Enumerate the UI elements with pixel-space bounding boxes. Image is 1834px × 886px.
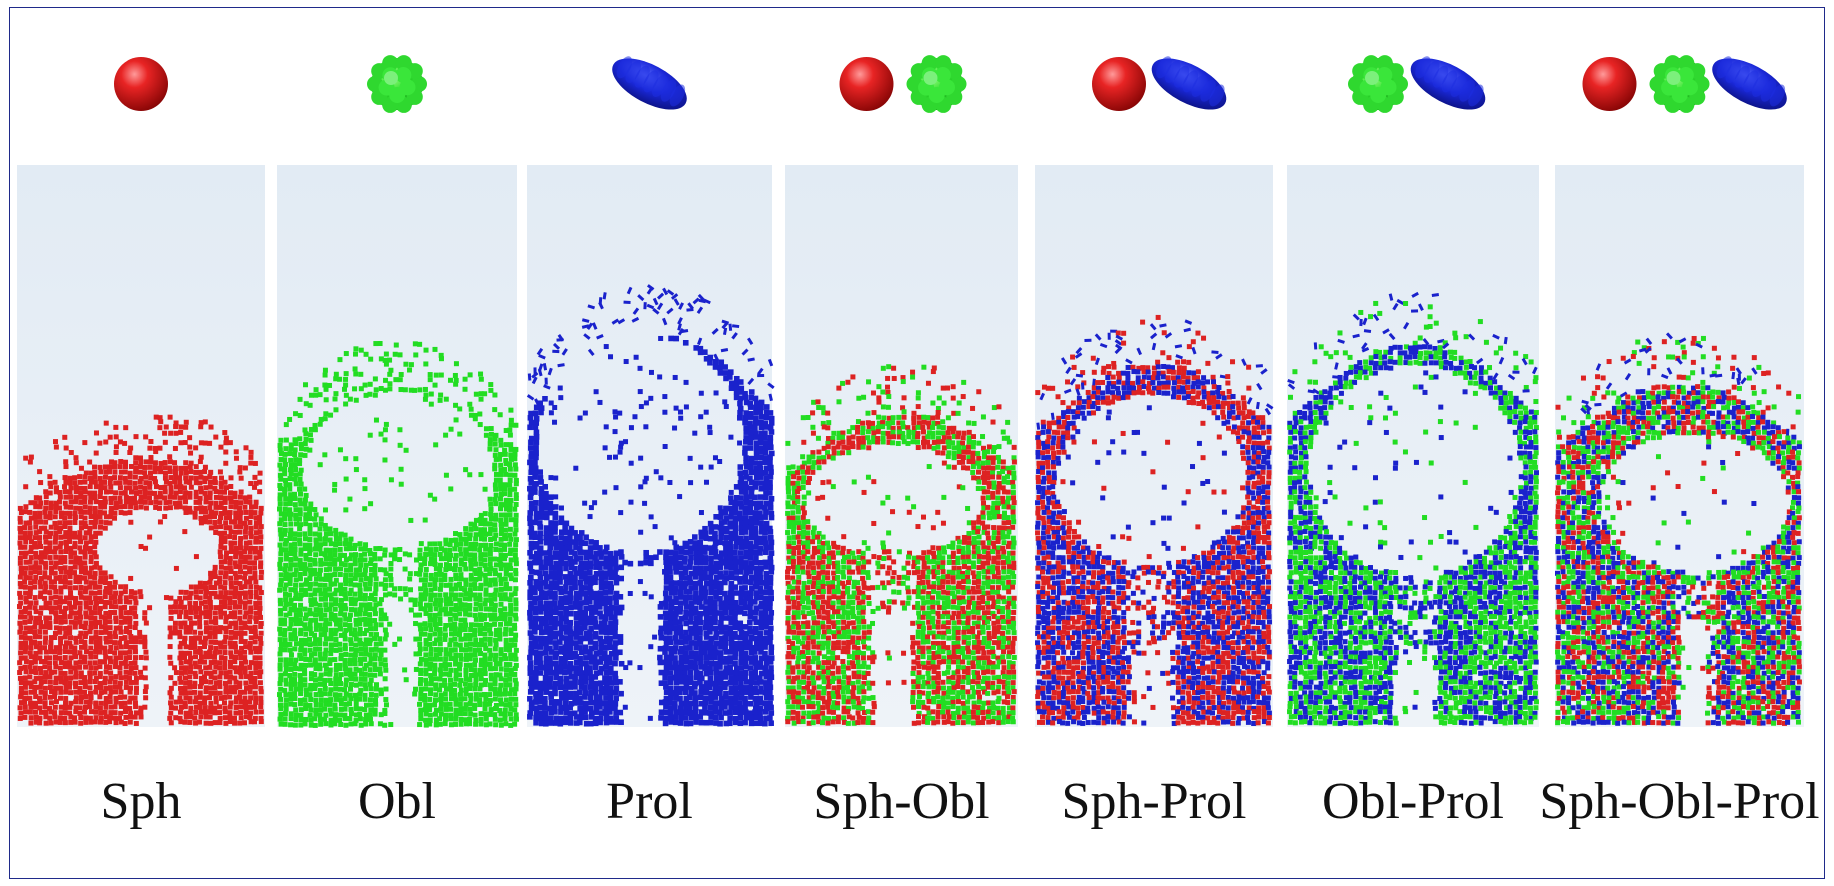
panel-sph-prol: Sph-Prol <box>1035 56 1274 830</box>
panel-obl: Obl <box>277 55 519 830</box>
sphere-particle-icon <box>1092 57 1146 111</box>
particle-bed <box>785 364 1017 726</box>
particle-bed <box>1035 314 1274 726</box>
oblate-particle-icon <box>1348 55 1408 113</box>
particle-bed <box>526 284 775 727</box>
panel-sph-obl: Sph-Obl <box>785 55 1018 830</box>
panel-obl-prol: Obl-Prol <box>1287 55 1539 830</box>
particle-bed <box>1555 332 1802 726</box>
panel-label: Obl <box>358 773 436 830</box>
oblate-particle-icon <box>367 55 427 113</box>
panel-sph-obl-prol: Sph-Obl-Prol <box>1539 55 1820 830</box>
prolate-particle-icon <box>1410 56 1486 110</box>
sphere-particle-icon <box>114 57 168 111</box>
oblate-particle-icon <box>1649 55 1710 113</box>
panel-sph: Sph <box>17 57 265 830</box>
panel-label: Sph-Obl-Prol <box>1539 773 1819 830</box>
particle-bed <box>277 341 519 728</box>
sphere-particle-icon <box>839 57 894 111</box>
panel-label: Sph-Obl <box>813 773 989 830</box>
panel-label: Sph <box>101 773 182 830</box>
particle-bed <box>1287 291 1539 726</box>
sphere-particle-icon <box>1582 57 1637 111</box>
panel-label: Obl-Prol <box>1322 773 1504 830</box>
prolate-particle-icon <box>612 56 687 110</box>
oblate-particle-icon <box>906 55 967 113</box>
panel-label: Sph-Prol <box>1062 773 1247 830</box>
prolate-particle-icon <box>1712 56 1787 110</box>
particle-bed <box>17 414 264 726</box>
prolate-particle-icon <box>1151 56 1227 110</box>
panel-label: Prol <box>606 773 693 830</box>
panel-prol: Prol <box>526 56 775 830</box>
